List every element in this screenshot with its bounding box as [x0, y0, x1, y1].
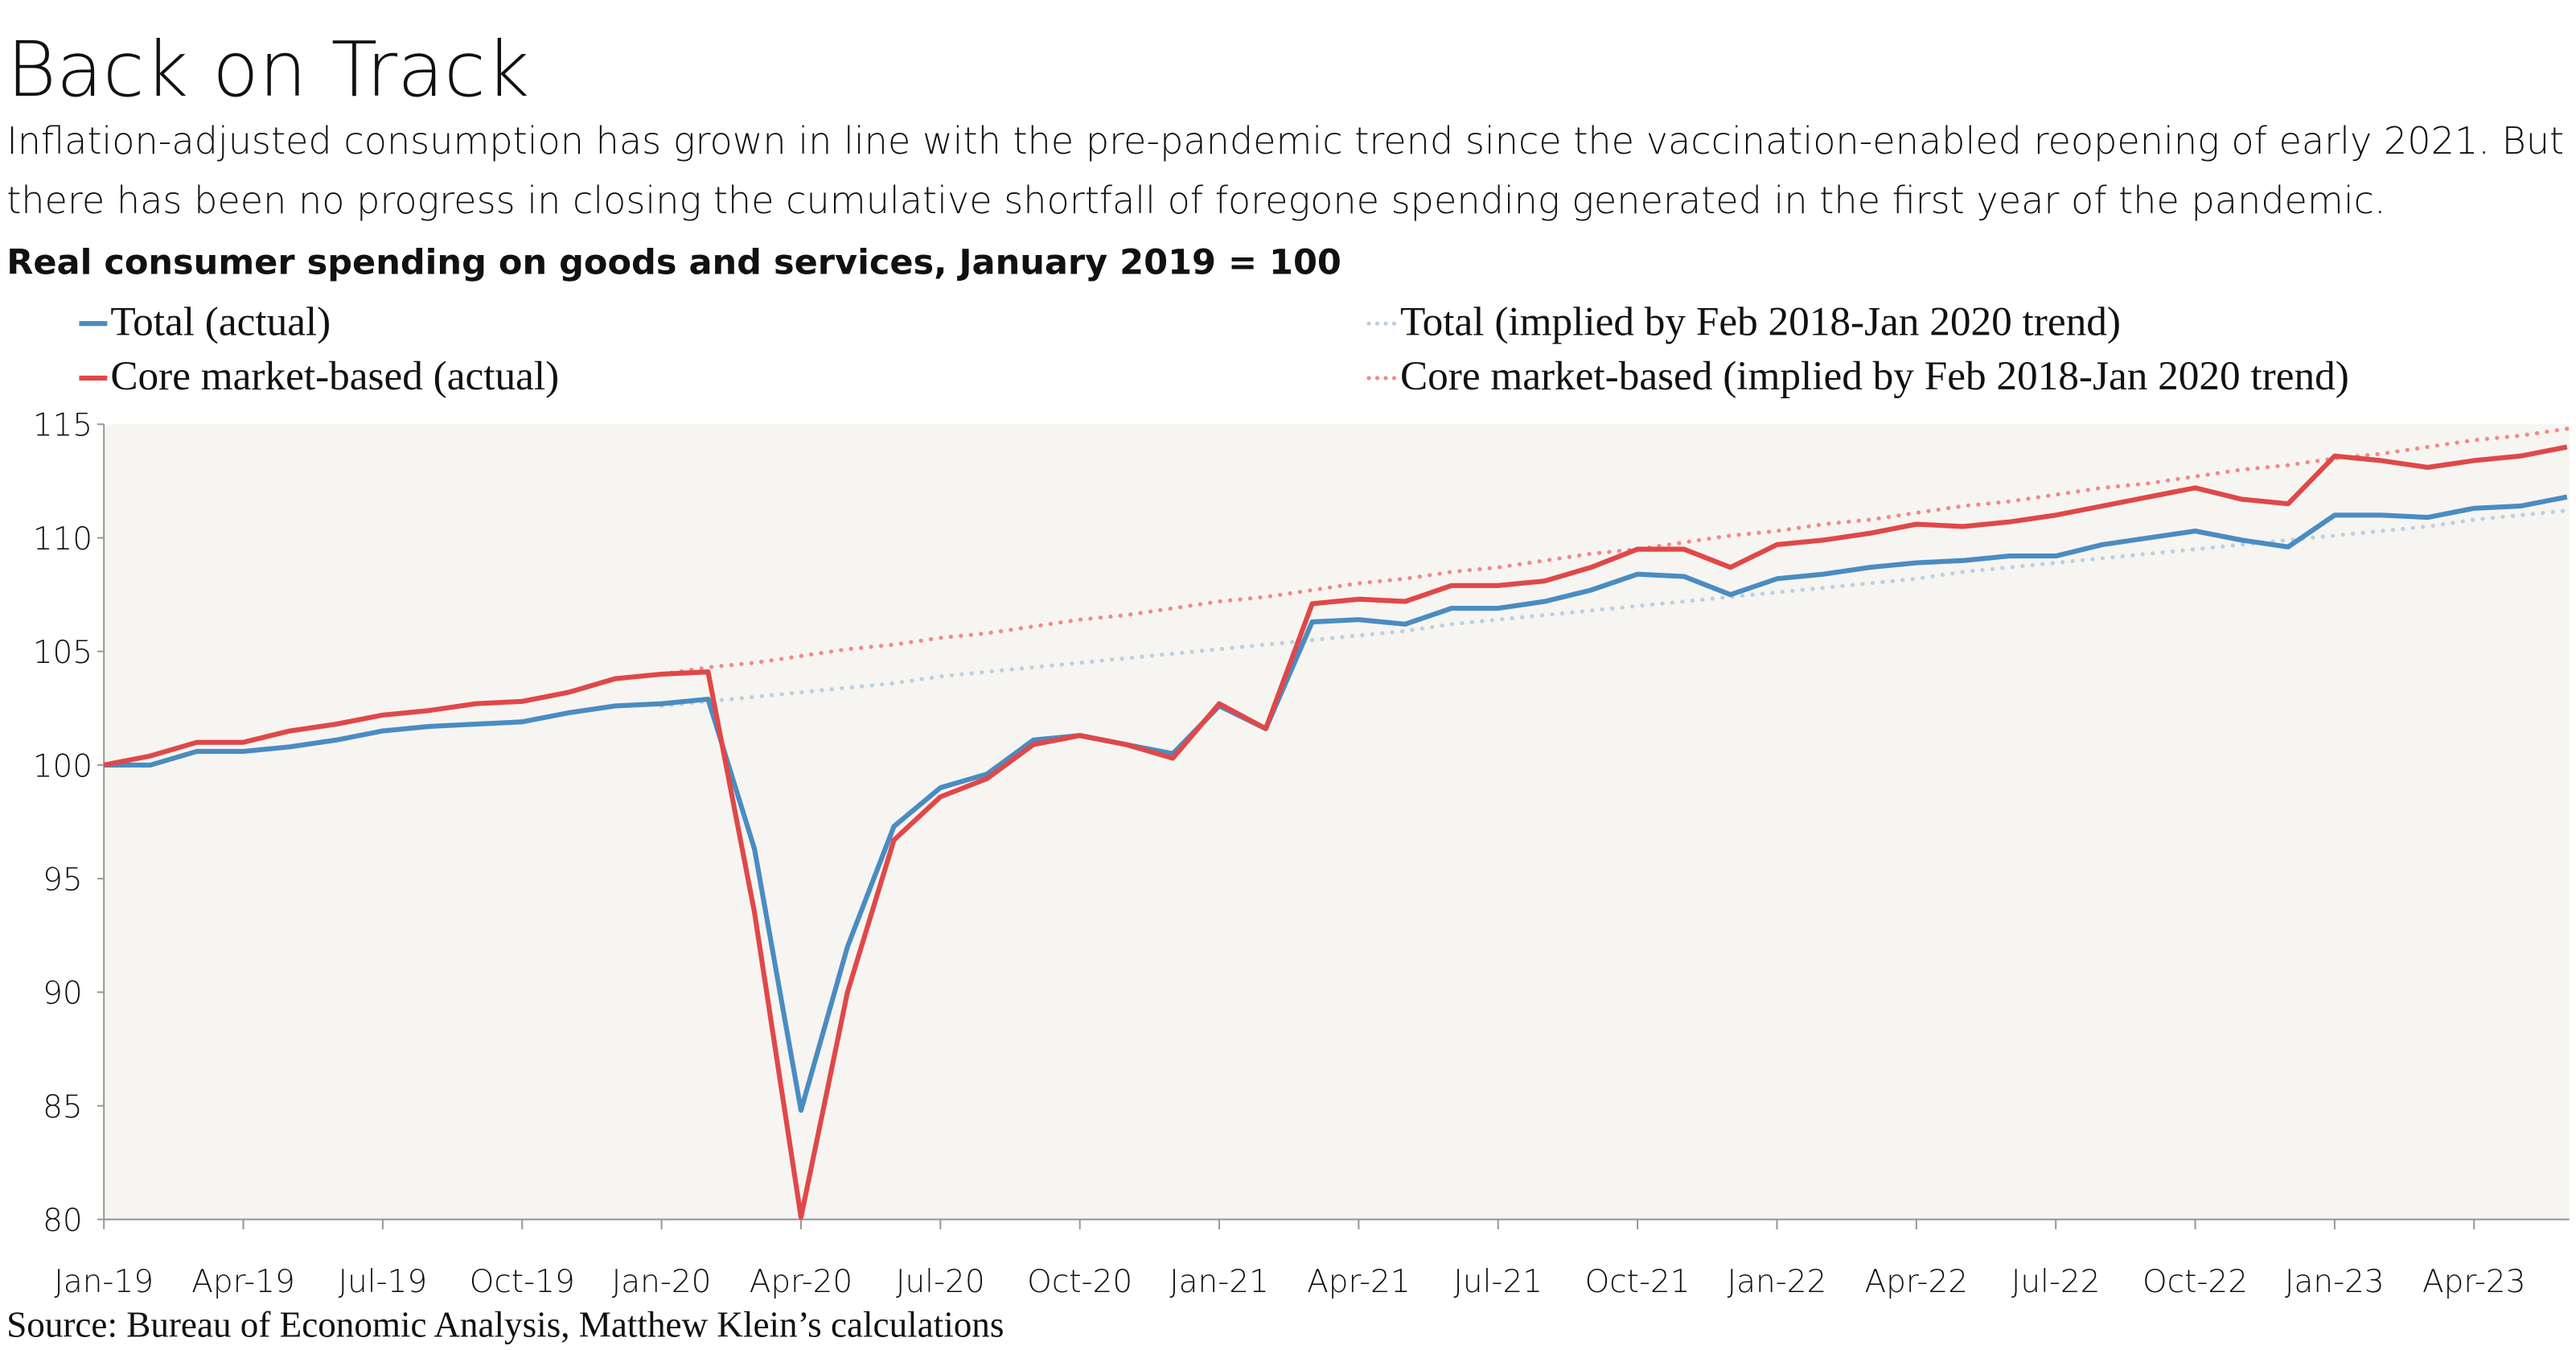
legend-label: Total (implied by Feb 2018-Jan 2020 tren… — [1400, 299, 2121, 345]
y-tick-label: 105 — [33, 635, 92, 671]
y-tick-label: 90 — [43, 976, 83, 1012]
legend-label: Core market-based (implied by Feb 2018-J… — [1400, 353, 2349, 399]
x-tick-label: Jul-21 — [1453, 1264, 1543, 1300]
x-tick-label: Jul-22 — [2011, 1264, 2101, 1300]
series-line — [103, 444, 2568, 1220]
x-tick-label: Oct-20 — [1027, 1264, 1132, 1300]
y-tick-label: 80 — [43, 1203, 83, 1239]
source: Source: Bureau of Economic Analysis, Mat… — [6, 1304, 1004, 1344]
x-tick-label: Oct-19 — [470, 1264, 575, 1300]
x-tick-label: Apr-23 — [2422, 1264, 2526, 1300]
y-tick-label: 100 — [33, 748, 92, 784]
y-tick-label: 95 — [43, 862, 83, 898]
x-tick-label: Jul-19 — [339, 1264, 428, 1300]
y-tick-label: 110 — [33, 521, 92, 558]
x-tick-label: Jan-22 — [1728, 1264, 1827, 1300]
x-tick-label: Jul-20 — [896, 1264, 985, 1300]
x-tick-label: Jan-20 — [612, 1264, 712, 1300]
x-tick-label: Jan-23 — [2285, 1264, 2385, 1300]
series-line — [659, 508, 2570, 709]
y-tick-label: 115 — [33, 408, 92, 444]
y-tick-label: 85 — [43, 1089, 83, 1126]
series-line — [659, 426, 2570, 677]
legend-label: Core market-based (actual) — [110, 353, 559, 399]
chart-title: Back on Track — [6, 26, 529, 114]
x-tick-label: Apr-20 — [750, 1264, 853, 1300]
x-tick-label: Apr-21 — [1307, 1264, 1411, 1300]
chart-subtitle: Real consumer spending on goods and serv… — [6, 243, 1341, 283]
x-tick-label: Apr-22 — [1865, 1264, 1969, 1300]
legend-label: Total (actual) — [110, 299, 331, 345]
x-tick-label: Jan-19 — [54, 1264, 154, 1300]
x-tick-label: Oct-22 — [2143, 1264, 2248, 1300]
x-tick-label: Oct-21 — [1585, 1264, 1691, 1300]
plot-area — [104, 424, 2570, 1220]
x-tick-label: Jan-21 — [1169, 1264, 1269, 1300]
subtitle-line: there has been no progress in closing th… — [6, 179, 2385, 222]
x-tick-label: Apr-19 — [191, 1264, 295, 1300]
series-line — [104, 494, 2568, 1113]
subtitle-line: Inflation-adjusted consumption has grown… — [6, 119, 2564, 163]
